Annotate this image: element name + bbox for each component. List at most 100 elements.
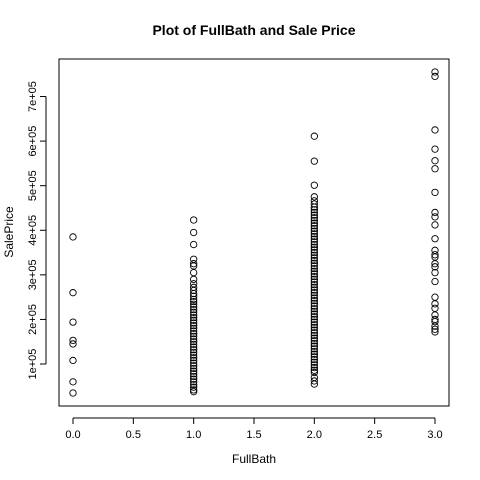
data-point	[431, 145, 439, 153]
data-point	[190, 289, 198, 298]
data-point	[190, 351, 198, 359]
data-point	[190, 260, 198, 268]
data-point	[310, 224, 318, 233]
x-axis: 0.0 0.5 1.0 1.5 2.0 2.5 3.0	[65, 417, 443, 441]
data-point	[310, 243, 318, 251]
data-point	[431, 72, 439, 81]
data-point	[310, 289, 318, 297]
data-point	[190, 370, 198, 378]
x-tick-label: 0.0	[65, 429, 80, 441]
data-point	[310, 208, 318, 217]
data-point	[310, 342, 318, 350]
x-tick-label: 1.0	[186, 429, 201, 441]
data-point	[190, 322, 198, 330]
data-point	[310, 132, 318, 140]
data-point	[310, 240, 318, 249]
data-point	[190, 362, 198, 370]
y-tick-label: 3e+05	[27, 259, 39, 290]
data-point	[310, 361, 318, 369]
data-point	[431, 165, 439, 173]
data-point	[431, 235, 439, 243]
data-point	[310, 262, 318, 270]
data-point	[310, 203, 318, 211]
data-point	[190, 383, 198, 391]
data-point	[310, 275, 318, 283]
data-point	[190, 354, 198, 362]
data-point	[190, 338, 198, 346]
data-point	[69, 340, 77, 348]
data-point	[310, 200, 318, 208]
plot-frame	[58, 58, 450, 407]
data-point	[431, 208, 439, 217]
data-point	[310, 326, 318, 334]
data-point	[310, 238, 318, 246]
data-point	[190, 378, 198, 386]
data-point	[190, 335, 198, 343]
y-axis-label: SalePrice	[2, 206, 16, 258]
data-point	[190, 216, 198, 224]
data-point	[310, 299, 318, 308]
data-point	[310, 264, 318, 273]
data-point	[431, 300, 439, 308]
y-tick-label: 7e+05	[27, 81, 39, 112]
data-point	[69, 233, 77, 241]
data-point	[310, 259, 318, 267]
x-tick-label: 2.0	[307, 429, 322, 441]
data-point	[190, 372, 198, 381]
data-point	[190, 308, 198, 316]
data-point	[190, 327, 198, 335]
data-point	[69, 336, 77, 345]
data-point	[190, 388, 198, 396]
data-point	[190, 340, 198, 349]
data-point	[310, 272, 318, 281]
data-point	[190, 359, 198, 367]
data-point	[190, 295, 198, 304]
data-point	[310, 294, 318, 302]
data-point	[190, 375, 198, 383]
data-point	[310, 334, 318, 342]
y-tick-label: 4e+05	[27, 215, 39, 246]
data-point	[190, 319, 198, 327]
data-point	[190, 286, 198, 295]
x-axis-label: FullBath	[232, 452, 276, 466]
data-point	[310, 305, 318, 313]
data-point	[310, 286, 318, 294]
data-point	[190, 343, 198, 351]
data-point	[190, 346, 198, 354]
data-point	[69, 289, 77, 297]
data-point	[190, 356, 198, 365]
data-point	[190, 300, 198, 308]
data-point	[431, 277, 439, 286]
data-point	[69, 378, 77, 386]
data-point	[310, 157, 318, 165]
data-point	[190, 314, 198, 322]
data-point	[310, 307, 318, 316]
data-point	[310, 310, 318, 318]
data-point	[310, 251, 318, 259]
data-point	[310, 283, 318, 291]
data-point	[310, 214, 318, 222]
data-point	[310, 355, 318, 364]
data-point	[310, 246, 318, 254]
data-point	[431, 213, 439, 221]
data-point	[310, 321, 318, 329]
data-point	[310, 337, 318, 345]
data-point	[190, 228, 198, 237]
data-point	[431, 68, 439, 76]
x-tick-label: 3.0	[427, 429, 442, 441]
data-point	[310, 206, 318, 214]
data-point	[310, 278, 318, 286]
data-point	[431, 251, 439, 259]
data-point	[190, 324, 198, 333]
data-point	[190, 316, 198, 324]
data-point	[310, 254, 318, 262]
y-axis: 1e+05 2e+05 3e+05 4e+05 5e+05 6e+05 7e+05	[27, 81, 47, 379]
data-point	[310, 270, 318, 278]
data-point	[69, 318, 77, 326]
x-tick-label: 2.5	[367, 429, 382, 441]
data-point	[190, 292, 198, 300]
data-point	[190, 297, 198, 306]
data-point	[310, 329, 318, 337]
data-point	[190, 330, 198, 338]
data-point	[310, 331, 318, 340]
